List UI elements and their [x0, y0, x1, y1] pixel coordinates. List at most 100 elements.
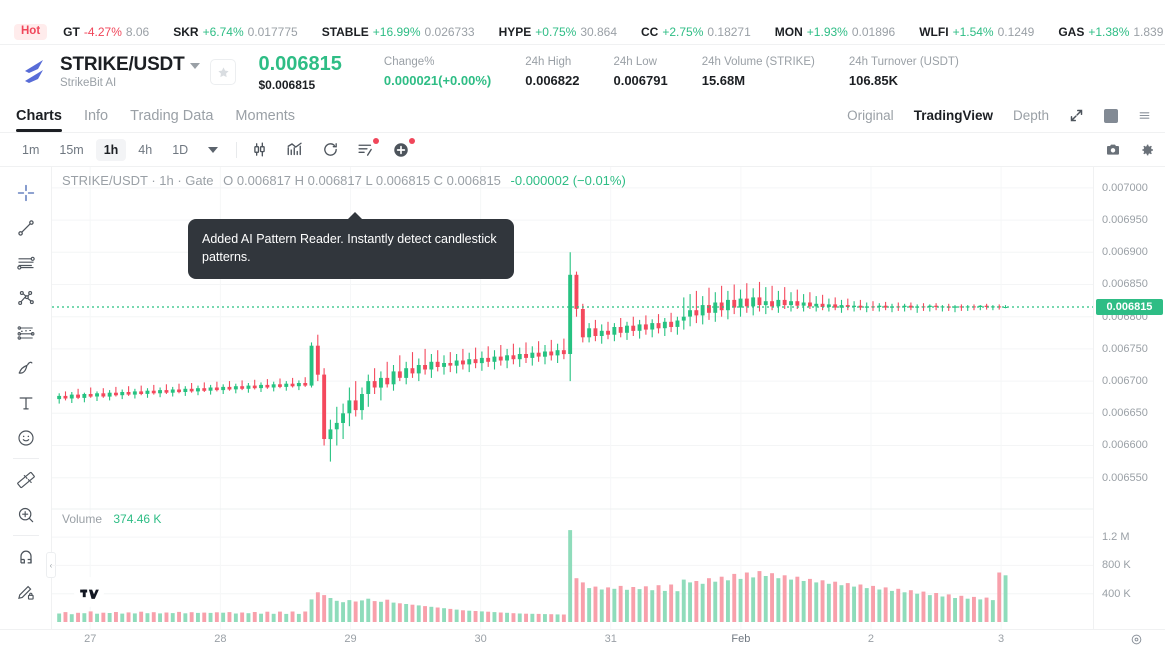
stat-change: Change% 0.000021(+0.00%): [384, 56, 491, 89]
ticker-symbol: WLFI: [919, 25, 949, 39]
ticker-change: +1.93%: [806, 25, 848, 39]
last-price-block: 0.006815 $0.006815: [258, 53, 341, 92]
ticker-item[interactable]: MON +1.93% 0.01896: [775, 25, 895, 39]
menu-icon[interactable]: [1138, 109, 1151, 122]
ticker-price: 0.1249: [997, 25, 1035, 39]
candles-icon[interactable]: [251, 141, 268, 158]
ticker-symbol: GAS: [1058, 25, 1085, 39]
timeframe-4h[interactable]: 4h: [138, 142, 153, 157]
rail-divider: [12, 535, 39, 536]
chart-view-options: Original TradingView Depth: [847, 108, 1151, 123]
favorite-star-button[interactable]: [210, 59, 237, 85]
volume-label: Volume: [62, 512, 103, 526]
rail-divider: [12, 458, 39, 459]
fib-retracement-icon[interactable]: [8, 315, 44, 350]
view-option-tradingview[interactable]: TradingView: [913, 108, 993, 123]
chart-plot[interactable]: STRIKE/USDT · 1h · Gate O 0.006817 H 0.0…: [52, 167, 1093, 629]
timeframe-15m[interactable]: 15m: [59, 142, 84, 157]
expand-icon[interactable]: [1069, 108, 1084, 123]
indicators-icon[interactable]: [286, 141, 304, 159]
price-axis-tick: 0.006750: [1102, 342, 1148, 355]
time-axis-tick: 30: [474, 633, 487, 645]
timeframe-1D[interactable]: 1D: [172, 142, 189, 157]
time-axis-tick: 31: [604, 633, 617, 645]
zoom-in-icon[interactable]: [8, 497, 44, 532]
pair-identity[interactable]: STRIKE/USDT StrikeBit AI: [60, 54, 201, 89]
nav-tab-info[interactable]: Info: [83, 107, 109, 124]
current-price-badge: 0.006815: [1096, 299, 1163, 316]
price-axis[interactable]: 0.007000 0.006950 0.006900 0.006850 0.006800…: [1093, 167, 1165, 629]
ticker-change: +2.75%: [662, 25, 704, 39]
trading-page: Hot GT -4.27% 8.06 SKR +6.74% 0.017775 STA…: [0, 20, 1165, 662]
price-axis-tick: 0.006600: [1102, 439, 1148, 452]
volume-axis-tick: 1.2 M: [1102, 531, 1130, 544]
ticker-item[interactable]: SKR +6.74% 0.017775: [173, 25, 297, 39]
time-axis-tick: 3: [998, 633, 1005, 645]
pattern-reader-icon[interactable]: [357, 138, 380, 158]
ticker-item[interactable]: CC +2.75% 0.18271: [641, 25, 751, 39]
stat-value: 0.006791: [613, 73, 668, 89]
change-label: Change%: [383, 55, 435, 68]
crosshair-icon[interactable]: [8, 175, 44, 210]
pair-header: STRIKE/USDT StrikeBit AI 0.006815 $0.006…: [0, 45, 1165, 99]
emoji-icon[interactable]: [8, 420, 44, 455]
ticker-price: 0.01896: [851, 25, 896, 39]
chevron-down-icon[interactable]: [190, 63, 201, 70]
ticker-item[interactable]: WLFI +1.54% 0.1249: [919, 25, 1034, 39]
nav-tab-list: Charts Info Trading Data Moments: [16, 99, 295, 132]
ticker-item[interactable]: HYPE +0.75% 30.864: [499, 25, 617, 39]
ticker-symbol: STABLE: [321, 25, 369, 39]
magnet-icon[interactable]: [8, 539, 44, 574]
stat-label: 24h Low: [613, 55, 657, 68]
timeframe-1m[interactable]: 1m: [22, 142, 40, 157]
pitchfork-icon[interactable]: [8, 280, 44, 315]
strikebit-logo-icon: [16, 54, 52, 90]
feature-tooltip[interactable]: Added AI Pattern Reader. Instantly detec…: [188, 211, 514, 280]
add-indicator-icon[interactable]: [392, 137, 416, 159]
stat-label: 24h Turnover (USDT): [848, 55, 959, 68]
notification-dot: [373, 138, 380, 144]
section-nav: Charts Info Trading Data Moments Original Tr…: [0, 99, 1165, 132]
time-axis-tick: Feb: [731, 633, 751, 645]
trend-line-icon[interactable]: [8, 210, 44, 245]
ticker-item[interactable]: GT -4.27% 8.06: [63, 25, 149, 39]
price-axis-tick: 0.006850: [1102, 278, 1148, 291]
timeframe-dropdown-icon[interactable]: [208, 146, 219, 153]
stat-item: 24h Low 0.006791: [613, 56, 667, 89]
nav-tab-moments[interactable]: Moments: [235, 107, 296, 124]
gear-icon[interactable]: [1139, 142, 1155, 158]
text-tool-icon[interactable]: [8, 385, 44, 420]
nav-tab-trading-data[interactable]: Trading Data: [130, 107, 214, 124]
toolbar-divider: [236, 141, 238, 158]
time-axis[interactable]: 27 28 29 30 31 Feb 2 3: [0, 629, 1165, 649]
nav-tab-charts[interactable]: Charts: [16, 99, 62, 132]
pencil-lock-icon[interactable]: [8, 574, 44, 609]
brush-icon[interactable]: [8, 350, 44, 385]
ticker-price: 0.18271: [707, 25, 751, 39]
timeframe-1h[interactable]: 1h: [95, 138, 127, 161]
time-axis-tick: 28: [214, 633, 227, 645]
ruler-icon[interactable]: [8, 462, 44, 497]
notification-dot: [409, 137, 416, 144]
settings-target-icon[interactable]: [1130, 633, 1143, 649]
refresh-icon[interactable]: [322, 141, 339, 158]
ticker-item[interactable]: GAS +1.38% 1.839: [1058, 25, 1163, 39]
ticker-price: 30.864: [580, 25, 618, 39]
last-price-usd: $0.006815: [258, 77, 316, 92]
stat-item: 24h Turnover (USDT) 106.85K: [849, 56, 959, 89]
ticker-item[interactable]: STABLE +16.99% 0.026733: [322, 25, 475, 39]
camera-icon[interactable]: [1105, 142, 1121, 158]
time-axis-tick: 27: [84, 633, 97, 645]
tradingview-logo-icon[interactable]: [74, 577, 104, 607]
price-axis-tick: 0.006650: [1102, 407, 1148, 420]
horizontal-lines-icon[interactable]: [8, 245, 44, 280]
change-value: 0.000021(+0.00%): [383, 73, 492, 89]
hot-badge: Hot: [14, 23, 48, 41]
layout-square-icon[interactable]: [1104, 108, 1118, 123]
view-option-original[interactable]: Original: [847, 108, 894, 123]
ticker-price: 0.017775: [247, 25, 298, 39]
view-option-depth[interactable]: Depth: [1012, 108, 1049, 123]
ticker-change: +16.99%: [372, 25, 421, 39]
price-axis-tick: 0.006700: [1102, 375, 1148, 388]
stat-value: 106.85K: [848, 73, 899, 89]
